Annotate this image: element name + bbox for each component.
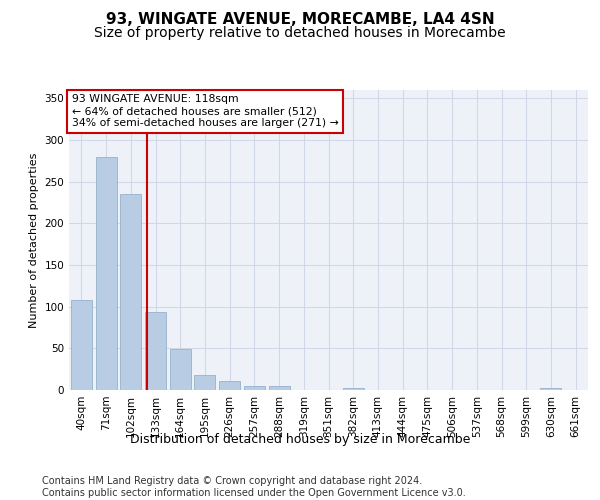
Text: 93 WINGATE AVENUE: 118sqm
← 64% of detached houses are smaller (512)
34% of semi: 93 WINGATE AVENUE: 118sqm ← 64% of detac… (71, 94, 338, 128)
Text: Size of property relative to detached houses in Morecambe: Size of property relative to detached ho… (94, 26, 506, 40)
Text: 93, WINGATE AVENUE, MORECAMBE, LA4 4SN: 93, WINGATE AVENUE, MORECAMBE, LA4 4SN (106, 12, 494, 28)
Bar (95, 156, 116, 390)
Bar (120, 194, 141, 390)
Bar (541, 388, 562, 390)
Bar (269, 386, 290, 390)
Bar (170, 349, 191, 390)
Bar (71, 300, 92, 390)
Bar (145, 312, 166, 390)
Bar (219, 381, 240, 390)
Bar (244, 386, 265, 390)
Y-axis label: Number of detached properties: Number of detached properties (29, 152, 39, 328)
Bar (194, 375, 215, 390)
Text: Distribution of detached houses by size in Morecambe: Distribution of detached houses by size … (130, 432, 470, 446)
Text: Contains HM Land Registry data © Crown copyright and database right 2024.
Contai: Contains HM Land Registry data © Crown c… (42, 476, 466, 498)
Bar (343, 388, 364, 390)
